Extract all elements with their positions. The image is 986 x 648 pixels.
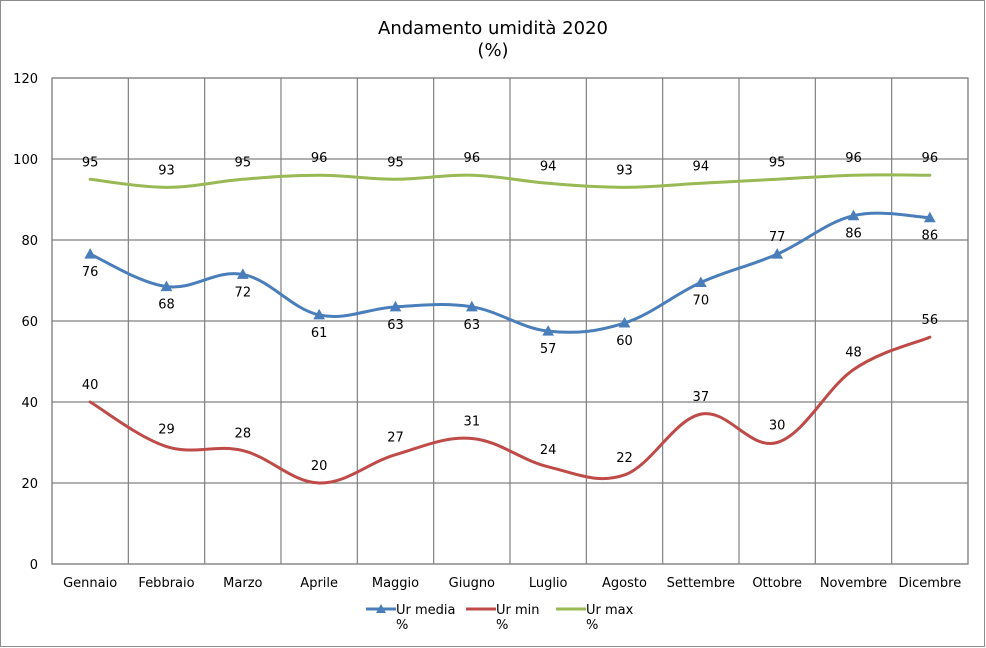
x-tick-label: Dicembre: [898, 576, 961, 591]
x-tick-label: Ottobre: [752, 576, 802, 591]
chart-subtitle: (%): [477, 40, 508, 61]
legend-unit-ur-min: %: [496, 618, 508, 633]
y-tick-label: 120: [13, 72, 38, 87]
series-line-ur-min: [88, 335, 932, 485]
x-tick-label: Novembre: [820, 576, 887, 591]
data-label-ur-max: 96: [922, 151, 939, 166]
x-tick-label: Febbraio: [138, 576, 194, 591]
x-tick-label: Agosto: [602, 576, 647, 591]
legend-label-ur-min: Ur min: [496, 603, 540, 618]
legend-unit-ur-media: %: [396, 618, 408, 633]
data-label-ur-media: 60: [616, 334, 633, 349]
data-label-ur-max: 95: [387, 155, 404, 170]
data-point-ur-media: [618, 316, 631, 328]
y-tick-label: 40: [21, 396, 38, 411]
data-label-ur-min: 20: [311, 459, 328, 474]
data-label-ur-max: 95: [82, 155, 99, 170]
data-label-ur-media: 86: [922, 229, 939, 244]
y-tick-label: 80: [21, 234, 38, 249]
plot-area: 0 20 40 60 80 100 120 Gennaio Febbraio Marzo April…: [13, 72, 969, 591]
data-point-ur-media: [923, 211, 936, 223]
legend-label-ur-media: Ur media: [396, 603, 455, 618]
y-tick-label: 0: [30, 558, 38, 573]
data-label-ur-max: 94: [693, 159, 710, 174]
data-label-ur-min: 40: [82, 378, 99, 393]
data-label-ur-min: 37: [693, 390, 710, 405]
chart-title: Andamento umidità 2020: [378, 18, 608, 39]
x-tick-label: Settembre: [667, 576, 735, 591]
legend-unit-ur-max: %: [586, 618, 598, 633]
data-point-ur-media: [694, 276, 707, 288]
legend: Ur media%Ur min%Ur max%: [366, 603, 634, 633]
x-tick-label: Maggio: [372, 576, 419, 591]
data-point-ur-media: [236, 268, 249, 279]
data-label-ur-min: 22: [616, 451, 633, 466]
data-label-ur-media: 72: [235, 285, 252, 300]
data-point-ur-media: [389, 300, 402, 312]
data-label-ur-min: 48: [845, 346, 862, 361]
data-label-ur-media: 76: [82, 265, 99, 280]
legend-label-ur-max: Ur max: [586, 603, 634, 618]
series-line-ur-media: [88, 211, 932, 334]
data-label-ur-min: 24: [540, 443, 557, 458]
data-label-ur-max: 96: [464, 151, 481, 166]
x-tick-label: Aprile: [300, 576, 338, 591]
data-label-ur-min: 30: [769, 419, 786, 434]
data-label-ur-media: 86: [845, 227, 862, 242]
data-label-ur-max: 95: [235, 155, 252, 170]
data-label-ur-media: 61: [311, 326, 328, 341]
data-label-ur-min: 56: [922, 313, 939, 328]
data-label-ur-media: 57: [540, 342, 557, 357]
data-label-ur-max: 94: [540, 159, 557, 174]
data-label-ur-max: 93: [158, 163, 175, 178]
data-point-ur-media: [160, 280, 173, 292]
y-tick-label: 20: [21, 477, 38, 492]
data-label-ur-media: 68: [158, 298, 175, 313]
data-point-ur-media: [313, 308, 326, 320]
data-label-ur-max: 93: [616, 163, 633, 178]
data-label-ur-min: 31: [464, 414, 481, 429]
data-label-ur-media: 63: [387, 318, 404, 333]
data-point-ur-media: [542, 325, 555, 336]
data-label-ur-media: 70: [693, 294, 710, 309]
data-label-ur-media: 63: [464, 318, 481, 333]
data-label-ur-media: 77: [769, 230, 786, 245]
data-point-ur-media: [465, 300, 478, 312]
data-point-ur-media: [771, 248, 784, 259]
y-tick-label: 100: [13, 153, 38, 168]
data-label-ur-min: 29: [158, 423, 175, 438]
data-label-ur-min: 28: [235, 427, 252, 442]
x-tick-label: Marzo: [223, 576, 262, 591]
legend-marker-ur-media: [376, 604, 386, 613]
data-label-ur-max: 96: [845, 151, 862, 166]
series-line-ur-max: [88, 173, 932, 189]
y-tick-label: 60: [21, 315, 38, 330]
data-point-ur-media: [847, 209, 860, 221]
data-label-ur-min: 27: [387, 431, 404, 446]
data-label-ur-max: 96: [311, 151, 328, 166]
x-tick-label: Giugno: [449, 576, 495, 591]
data-label-ur-max: 95: [769, 155, 786, 170]
data-point-ur-media: [84, 248, 97, 259]
x-tick-label: Gennaio: [63, 576, 117, 591]
x-tick-label: Luglio: [529, 576, 568, 591]
